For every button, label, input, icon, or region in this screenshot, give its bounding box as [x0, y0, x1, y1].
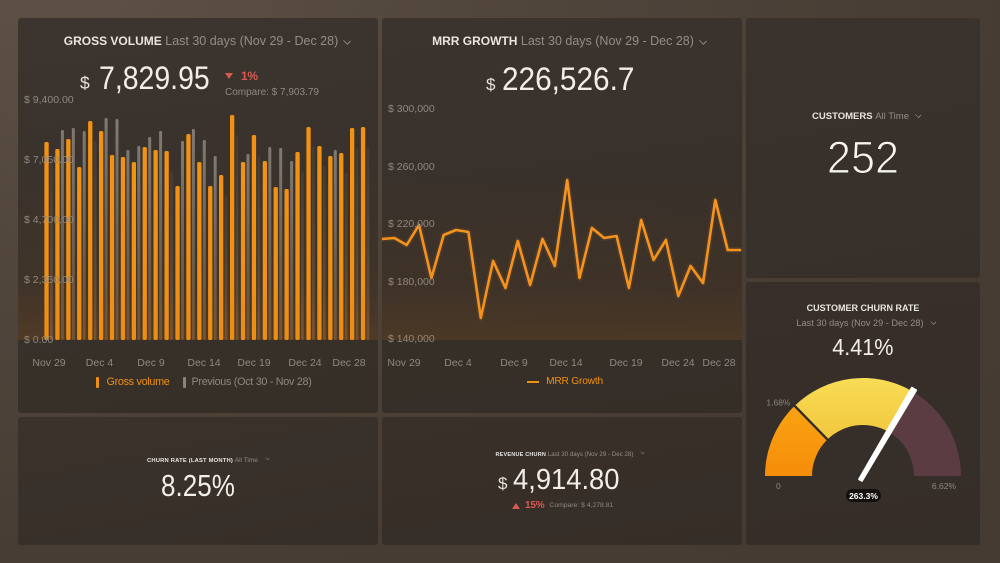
svg-text:1.68%: 1.68% — [766, 398, 791, 408]
svg-text:263.3%: 263.3% — [849, 491, 878, 501]
svg-text:6.62%: 6.62% — [932, 481, 957, 491]
svg-text:0: 0 — [776, 481, 781, 491]
